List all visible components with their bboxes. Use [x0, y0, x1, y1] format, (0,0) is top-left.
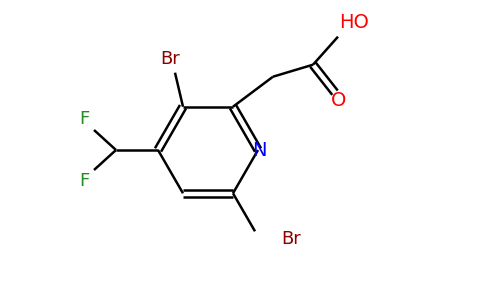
Text: Br: Br — [160, 50, 180, 68]
Text: HO: HO — [339, 13, 369, 32]
Text: O: O — [332, 91, 347, 110]
Text: F: F — [79, 172, 89, 190]
Text: N: N — [252, 140, 266, 160]
Text: Br: Br — [281, 230, 301, 248]
Text: F: F — [79, 110, 89, 128]
